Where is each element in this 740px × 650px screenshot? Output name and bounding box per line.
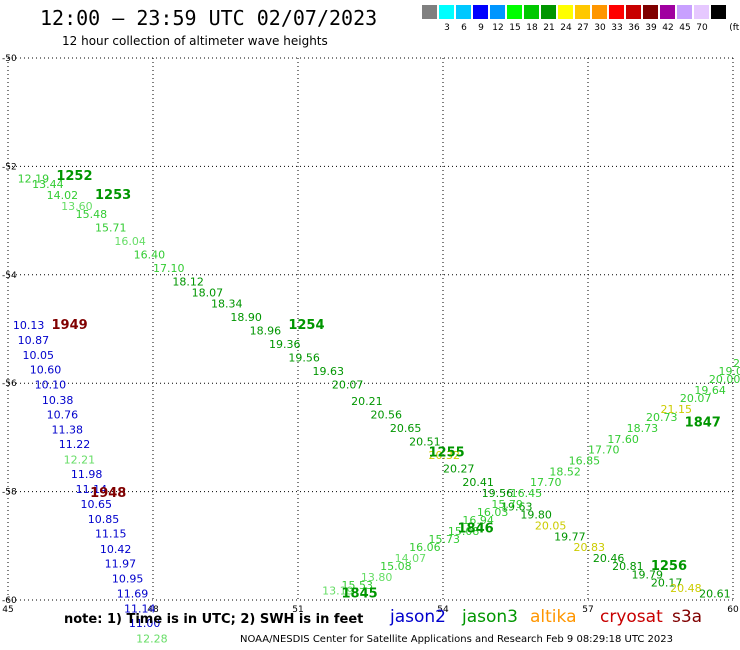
data-point-label: 18.34 [211,297,243,310]
y-tick-label: -52 [2,162,17,172]
data-point-label: 20.58 [733,357,740,370]
data-point-label: 12.28 [136,632,168,645]
satellite-legend-jason3: jason3 [462,607,518,627]
data-point-label: 19.63 [313,365,345,378]
data-point-label: 10.85 [88,513,120,526]
data-point-label: 10.60 [30,363,62,376]
data-point-label: 10.38 [42,394,73,407]
satellite-legend-cryosat: cryosat [600,607,663,627]
x-tick-label: 45 [2,605,13,615]
data-point-label: 10.95 [112,573,143,586]
data-point-label: 20.61 [699,587,731,600]
time-label: 1845 [342,586,378,601]
data-point-label: 17.10 [153,262,185,275]
data-point-label: 20.27 [443,463,475,476]
data-point-label: 11.69 [117,587,149,600]
y-tick-label: -60 [2,596,17,606]
data-point-label: 16.04 [114,235,146,248]
x-tick-label: 60 [727,605,739,615]
data-point-label: 10.10 [35,379,66,392]
data-point-label: 15.71 [95,221,127,234]
data-point-label: 11.22 [59,438,91,451]
time-label: 1252 [56,169,92,184]
data-point-label: 18.90 [230,311,261,324]
data-point-label: 10.87 [18,334,49,347]
data-point-label: 10.76 [47,408,79,421]
y-tick-label: -54 [2,271,17,281]
satellite-legend-altika: altika [530,607,577,627]
time-label: 1254 [288,318,324,333]
data-point-label: 20.56 [371,408,403,421]
footer-note: note: 1) Time is in UTC; 2) SWH is in fe… [64,612,363,627]
y-tick-label: -50 [2,54,17,64]
data-point-label: 10.13 [13,319,45,332]
satellite-legend-jason2: jason2 [390,607,446,627]
data-point-label: 10.05 [23,349,55,362]
data-point-label: 19.56 [288,352,320,365]
time-label: 1949 [52,318,88,333]
satellite-legend-s3a: s3a [672,607,702,627]
data-point-label: 12.21 [64,453,95,466]
data-point-label: 20.65 [390,422,422,435]
data-point-label: 19.36 [269,338,301,351]
data-point-label: 11.97 [105,557,136,570]
data-point-label: 20.07 [332,379,364,392]
credit-line: NOAA/NESDIS Center for Satellite Applica… [240,634,673,645]
time-label: 1847 [685,416,721,431]
time-label: 1256 [651,559,687,574]
data-point-label: 11.15 [95,528,127,541]
y-tick-label: -58 [2,488,17,498]
data-point-label: 11.38 [52,424,84,437]
data-point-label: 18.96 [250,324,282,337]
data-point-label: 10.42 [100,543,132,556]
time-label: 1948 [90,486,126,501]
time-label: 1846 [458,521,494,536]
x-tick-label: 57 [582,605,593,615]
data-point-label: 11.98 [71,468,103,481]
y-tick-label: -56 [2,379,17,389]
data-point-label: 15.48 [76,208,108,221]
time-label: 1255 [429,445,465,460]
time-label: 1253 [95,188,131,203]
data-point-label: 20.48 [670,582,702,595]
data-point-label: 16.40 [134,249,166,262]
data-point-label: 20.21 [351,395,383,408]
